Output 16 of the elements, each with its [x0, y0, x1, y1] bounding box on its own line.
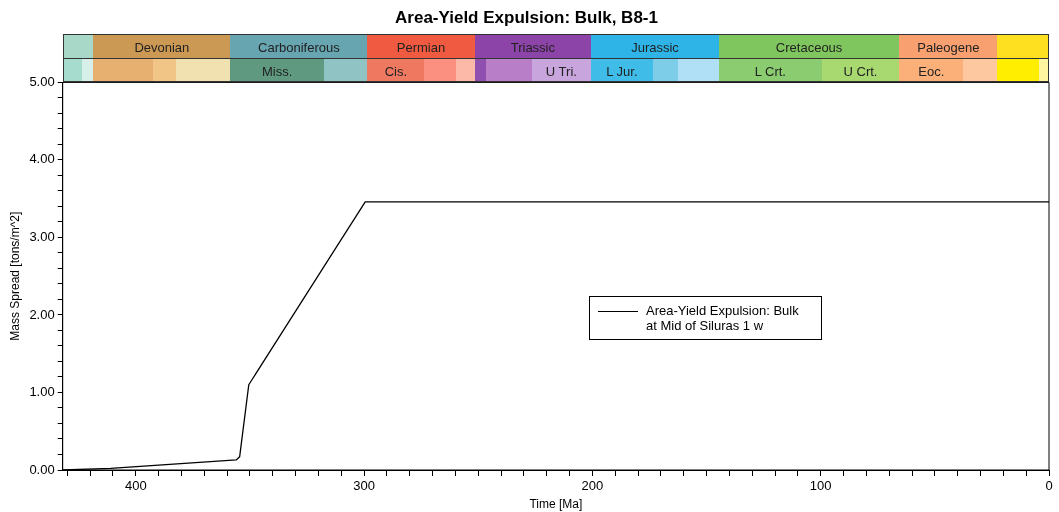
y-tick-label: 4.00 — [29, 151, 55, 167]
x-tick-label: 100 — [809, 478, 832, 494]
y-tick-label: 5.00 — [29, 73, 55, 89]
chart-title: Area-Yield Expulsion: Bulk, B8-1 — [395, 7, 658, 27]
x-tick-label: 0 — [1045, 478, 1053, 494]
y-tick-label: 1.00 — [29, 384, 55, 400]
legend-label: Area-Yield Expulsion: Bulk at Mid of Siluras 1 w — [646, 303, 800, 334]
x-axis-title: Time [Ma] — [529, 497, 583, 512]
y-tick-label: 2.00 — [29, 306, 55, 322]
geologic-time-scale: Devonian Carboniferous Permian Triassic Jurassic Cretaceous Paleogene Miss. Cis. U Tri. L Jur. L Crt. U Crt. Eoc. — [62, 34, 1049, 83]
x-tick-label: 300 — [353, 478, 375, 494]
x-tick-label: 200 — [581, 478, 604, 494]
x-tick-label: 400 — [124, 478, 147, 494]
y-axis-title: Mass Spread [tons/m^2] — [7, 211, 22, 341]
y-tick-label: 0.00 — [29, 461, 55, 477]
y-tick-label: 3.00 — [29, 229, 55, 245]
